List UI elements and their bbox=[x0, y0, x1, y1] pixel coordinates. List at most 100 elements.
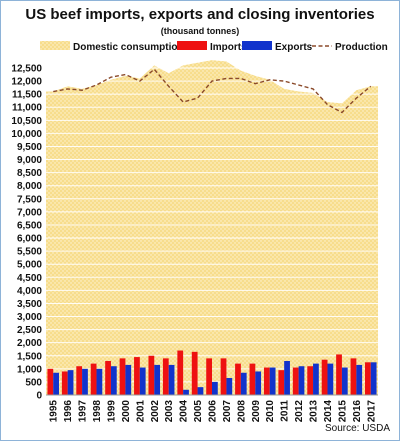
y-tick-label: 7,500 bbox=[17, 194, 42, 205]
line-production bbox=[53, 68, 372, 114]
y-tick-label: 10,000 bbox=[11, 129, 42, 140]
bar-imports bbox=[61, 371, 68, 395]
area-domestic-consumption bbox=[46, 60, 378, 395]
y-tick-label: 4,500 bbox=[17, 273, 42, 284]
bar-imports bbox=[278, 370, 285, 395]
x-tick-label: 2000 bbox=[121, 400, 132, 423]
x-tick-label: 2016 bbox=[352, 400, 363, 423]
bar-exports bbox=[327, 363, 334, 395]
bar-exports bbox=[53, 372, 59, 395]
bar-exports bbox=[82, 368, 88, 395]
bar-exports bbox=[154, 364, 161, 395]
bar-imports bbox=[191, 351, 198, 395]
y-tick-label: 8,000 bbox=[17, 181, 42, 192]
x-tick-label: 2017 bbox=[366, 400, 377, 423]
y-tick-label: 8,500 bbox=[17, 168, 42, 179]
bar-imports bbox=[249, 363, 256, 395]
y-tick-label: 10,500 bbox=[11, 116, 42, 127]
y-tick-label: 12,000 bbox=[11, 77, 42, 88]
source-note: Source: USDA bbox=[324, 423, 390, 434]
y-tick-label: 9,000 bbox=[17, 155, 42, 166]
legend-label-imports: Imports bbox=[210, 42, 247, 53]
bar-exports bbox=[110, 366, 117, 395]
bar-exports bbox=[212, 381, 218, 395]
y-tick-label: 11,500 bbox=[12, 90, 42, 101]
y-tick-label: 4,000 bbox=[17, 286, 42, 297]
x-tick-label: 2004 bbox=[179, 400, 190, 423]
x-tick-label: 2013 bbox=[309, 400, 320, 423]
chart-subtitle: (thousand tonnes) bbox=[160, 26, 240, 36]
bar-imports bbox=[134, 357, 140, 395]
x-tick-label: 2014 bbox=[323, 400, 334, 423]
x-tick-label: 2002 bbox=[150, 400, 161, 423]
bar-exports bbox=[139, 367, 146, 395]
bar-exports bbox=[125, 364, 132, 395]
bar-imports bbox=[321, 359, 328, 395]
bar-exports bbox=[356, 364, 363, 395]
bar-imports bbox=[263, 367, 270, 395]
bar-exports bbox=[96, 368, 103, 395]
y-tick-label: 1,500 bbox=[17, 351, 42, 362]
x-tick-label: 2008 bbox=[236, 400, 247, 423]
bar-exports bbox=[240, 372, 247, 395]
y-tick-label: 11,000 bbox=[12, 103, 42, 114]
y-tick-label: 1,000 bbox=[17, 364, 42, 375]
x-tick-label: 2001 bbox=[135, 400, 146, 423]
y-tick-label: 2,000 bbox=[17, 338, 42, 349]
x-tick-label: 1995 bbox=[49, 400, 60, 423]
legend-swatch-domestic-consumption bbox=[40, 41, 70, 50]
x-tick-label: 2009 bbox=[251, 400, 262, 423]
bar-imports bbox=[206, 358, 212, 395]
x-tick-label: 2003 bbox=[164, 400, 175, 423]
bar-imports bbox=[148, 355, 155, 395]
x-tick-label: 1999 bbox=[106, 400, 117, 423]
plot-area: 0 500 1,000 1,500 2,000 2,500 3,000 3,500 4,000 4… bbox=[11, 60, 378, 422]
bar-exports bbox=[183, 389, 189, 395]
x-tick-label: 2006 bbox=[208, 400, 219, 423]
x-tick-label: 2015 bbox=[337, 400, 348, 423]
bar-imports bbox=[220, 358, 227, 395]
bar-imports bbox=[307, 366, 314, 395]
x-tick-label: 2011 bbox=[280, 400, 291, 422]
bar-exports bbox=[298, 366, 305, 395]
bar-exports bbox=[197, 387, 204, 395]
x-tick-label: 1996 bbox=[63, 400, 74, 423]
y-tick-label: 2,500 bbox=[17, 325, 42, 336]
bar-exports bbox=[168, 364, 175, 395]
x-tick-label: 1997 bbox=[78, 400, 89, 423]
bar-imports bbox=[47, 368, 54, 395]
y-tick-label: 500 bbox=[25, 377, 42, 388]
bar-imports bbox=[90, 363, 97, 395]
x-tick-label: 2010 bbox=[265, 400, 276, 423]
legend: Domestic consumption Imports Exports Produc… bbox=[40, 41, 388, 53]
y-tick-label: 12,500 bbox=[11, 64, 42, 75]
bar-imports bbox=[177, 350, 184, 395]
y-tick-label: 3,500 bbox=[17, 299, 42, 310]
y-tick-label: 5,000 bbox=[17, 260, 42, 271]
y-tick-label: 3,000 bbox=[17, 312, 42, 323]
legend-label-exports: Exports bbox=[275, 42, 313, 53]
bar-imports bbox=[76, 366, 83, 395]
legend-swatch-imports bbox=[177, 41, 207, 50]
x-tick-label: 2007 bbox=[222, 400, 233, 423]
y-tick-label: 9,500 bbox=[17, 142, 42, 153]
bar-imports bbox=[292, 367, 299, 395]
y-tick-label: 7,000 bbox=[17, 207, 42, 218]
bar-imports bbox=[162, 358, 169, 395]
bar-exports bbox=[67, 370, 74, 395]
chart-title: US beef imports, exports and closing inv… bbox=[25, 6, 375, 23]
bar-exports bbox=[313, 363, 319, 395]
y-tick-label: 6,500 bbox=[17, 220, 42, 231]
bar-exports bbox=[370, 362, 377, 395]
bar-exports bbox=[341, 367, 348, 395]
x-tick-label: 2005 bbox=[193, 400, 204, 423]
bar-imports bbox=[119, 358, 126, 395]
x-tick-label: 1998 bbox=[92, 400, 103, 423]
bar-imports bbox=[365, 362, 371, 395]
bar-exports bbox=[269, 367, 276, 395]
y-tick-label: 0 bbox=[36, 391, 42, 402]
bar-exports bbox=[284, 360, 290, 395]
bar-exports bbox=[226, 377, 233, 395]
bar-exports bbox=[255, 371, 262, 395]
